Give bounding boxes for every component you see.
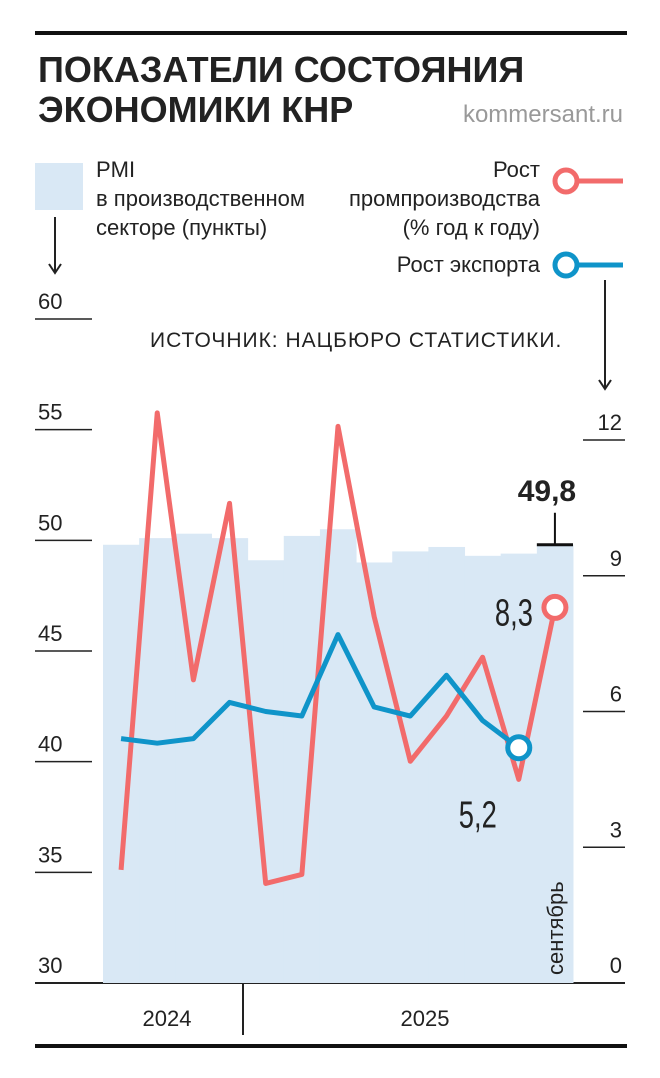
y-tick-label: 60	[38, 289, 62, 314]
pmi-bar	[464, 555, 502, 983]
y-tick-label: 45	[38, 621, 62, 646]
pmi-bar	[211, 538, 249, 983]
y-tick-label: 35	[38, 842, 62, 867]
value-label: 8,3	[495, 592, 533, 634]
pmi-bar	[283, 535, 321, 983]
legend-marker	[552, 251, 580, 279]
legend-label: Рост экспорта	[397, 252, 541, 277]
chart-title: ПОКАЗАТЕЛИ СОСТОЯНИЯ	[38, 49, 524, 90]
legend-label: в производственном	[96, 186, 305, 211]
legend-label: PMI	[96, 157, 135, 182]
y2-tick-label: 12	[598, 410, 622, 435]
pmi-bar	[428, 546, 466, 983]
legend-swatch	[35, 163, 83, 210]
y2-tick-label: 9	[610, 546, 622, 571]
source-note: ИСТОЧНИК: НАЦБЮРО СТАТИСТИКИ.	[150, 329, 562, 352]
line-end-marker	[505, 734, 533, 762]
arrows	[48, 217, 612, 391]
legend-label: Рост	[493, 157, 540, 182]
source-site: kommersant.ru	[463, 101, 623, 128]
chart-title: ЭКОНОМИКИ КНР	[38, 89, 353, 130]
pmi-bar	[103, 544, 140, 983]
legend-label: секторе (пункты)	[96, 215, 267, 240]
y2-tick-label: 0	[610, 953, 622, 978]
y-tick-label: 30	[38, 953, 62, 978]
y2-tick-label: 6	[610, 682, 622, 707]
y2-tick-label: 3	[610, 817, 622, 842]
value-label: 49,8	[518, 475, 576, 508]
line-series	[118, 410, 558, 886]
year-label: 2025	[401, 1006, 450, 1031]
legend-label: промпроизводства	[349, 186, 541, 211]
pmi-bar	[139, 538, 176, 983]
line-series	[120, 632, 521, 750]
x-tick-label: сентябрь	[543, 881, 568, 975]
legend-label: (% год к году)	[403, 215, 540, 240]
pmi-bar	[392, 551, 429, 983]
y-tick-label: 55	[38, 400, 62, 425]
y-tick-label: 50	[38, 510, 62, 535]
line-end-marker	[541, 593, 569, 621]
legend-marker	[552, 167, 580, 195]
pmi-bar	[356, 562, 393, 983]
year-label: 2024	[143, 1006, 192, 1031]
y-tick-label: 40	[38, 732, 62, 757]
value-label: 5,2	[459, 795, 497, 837]
